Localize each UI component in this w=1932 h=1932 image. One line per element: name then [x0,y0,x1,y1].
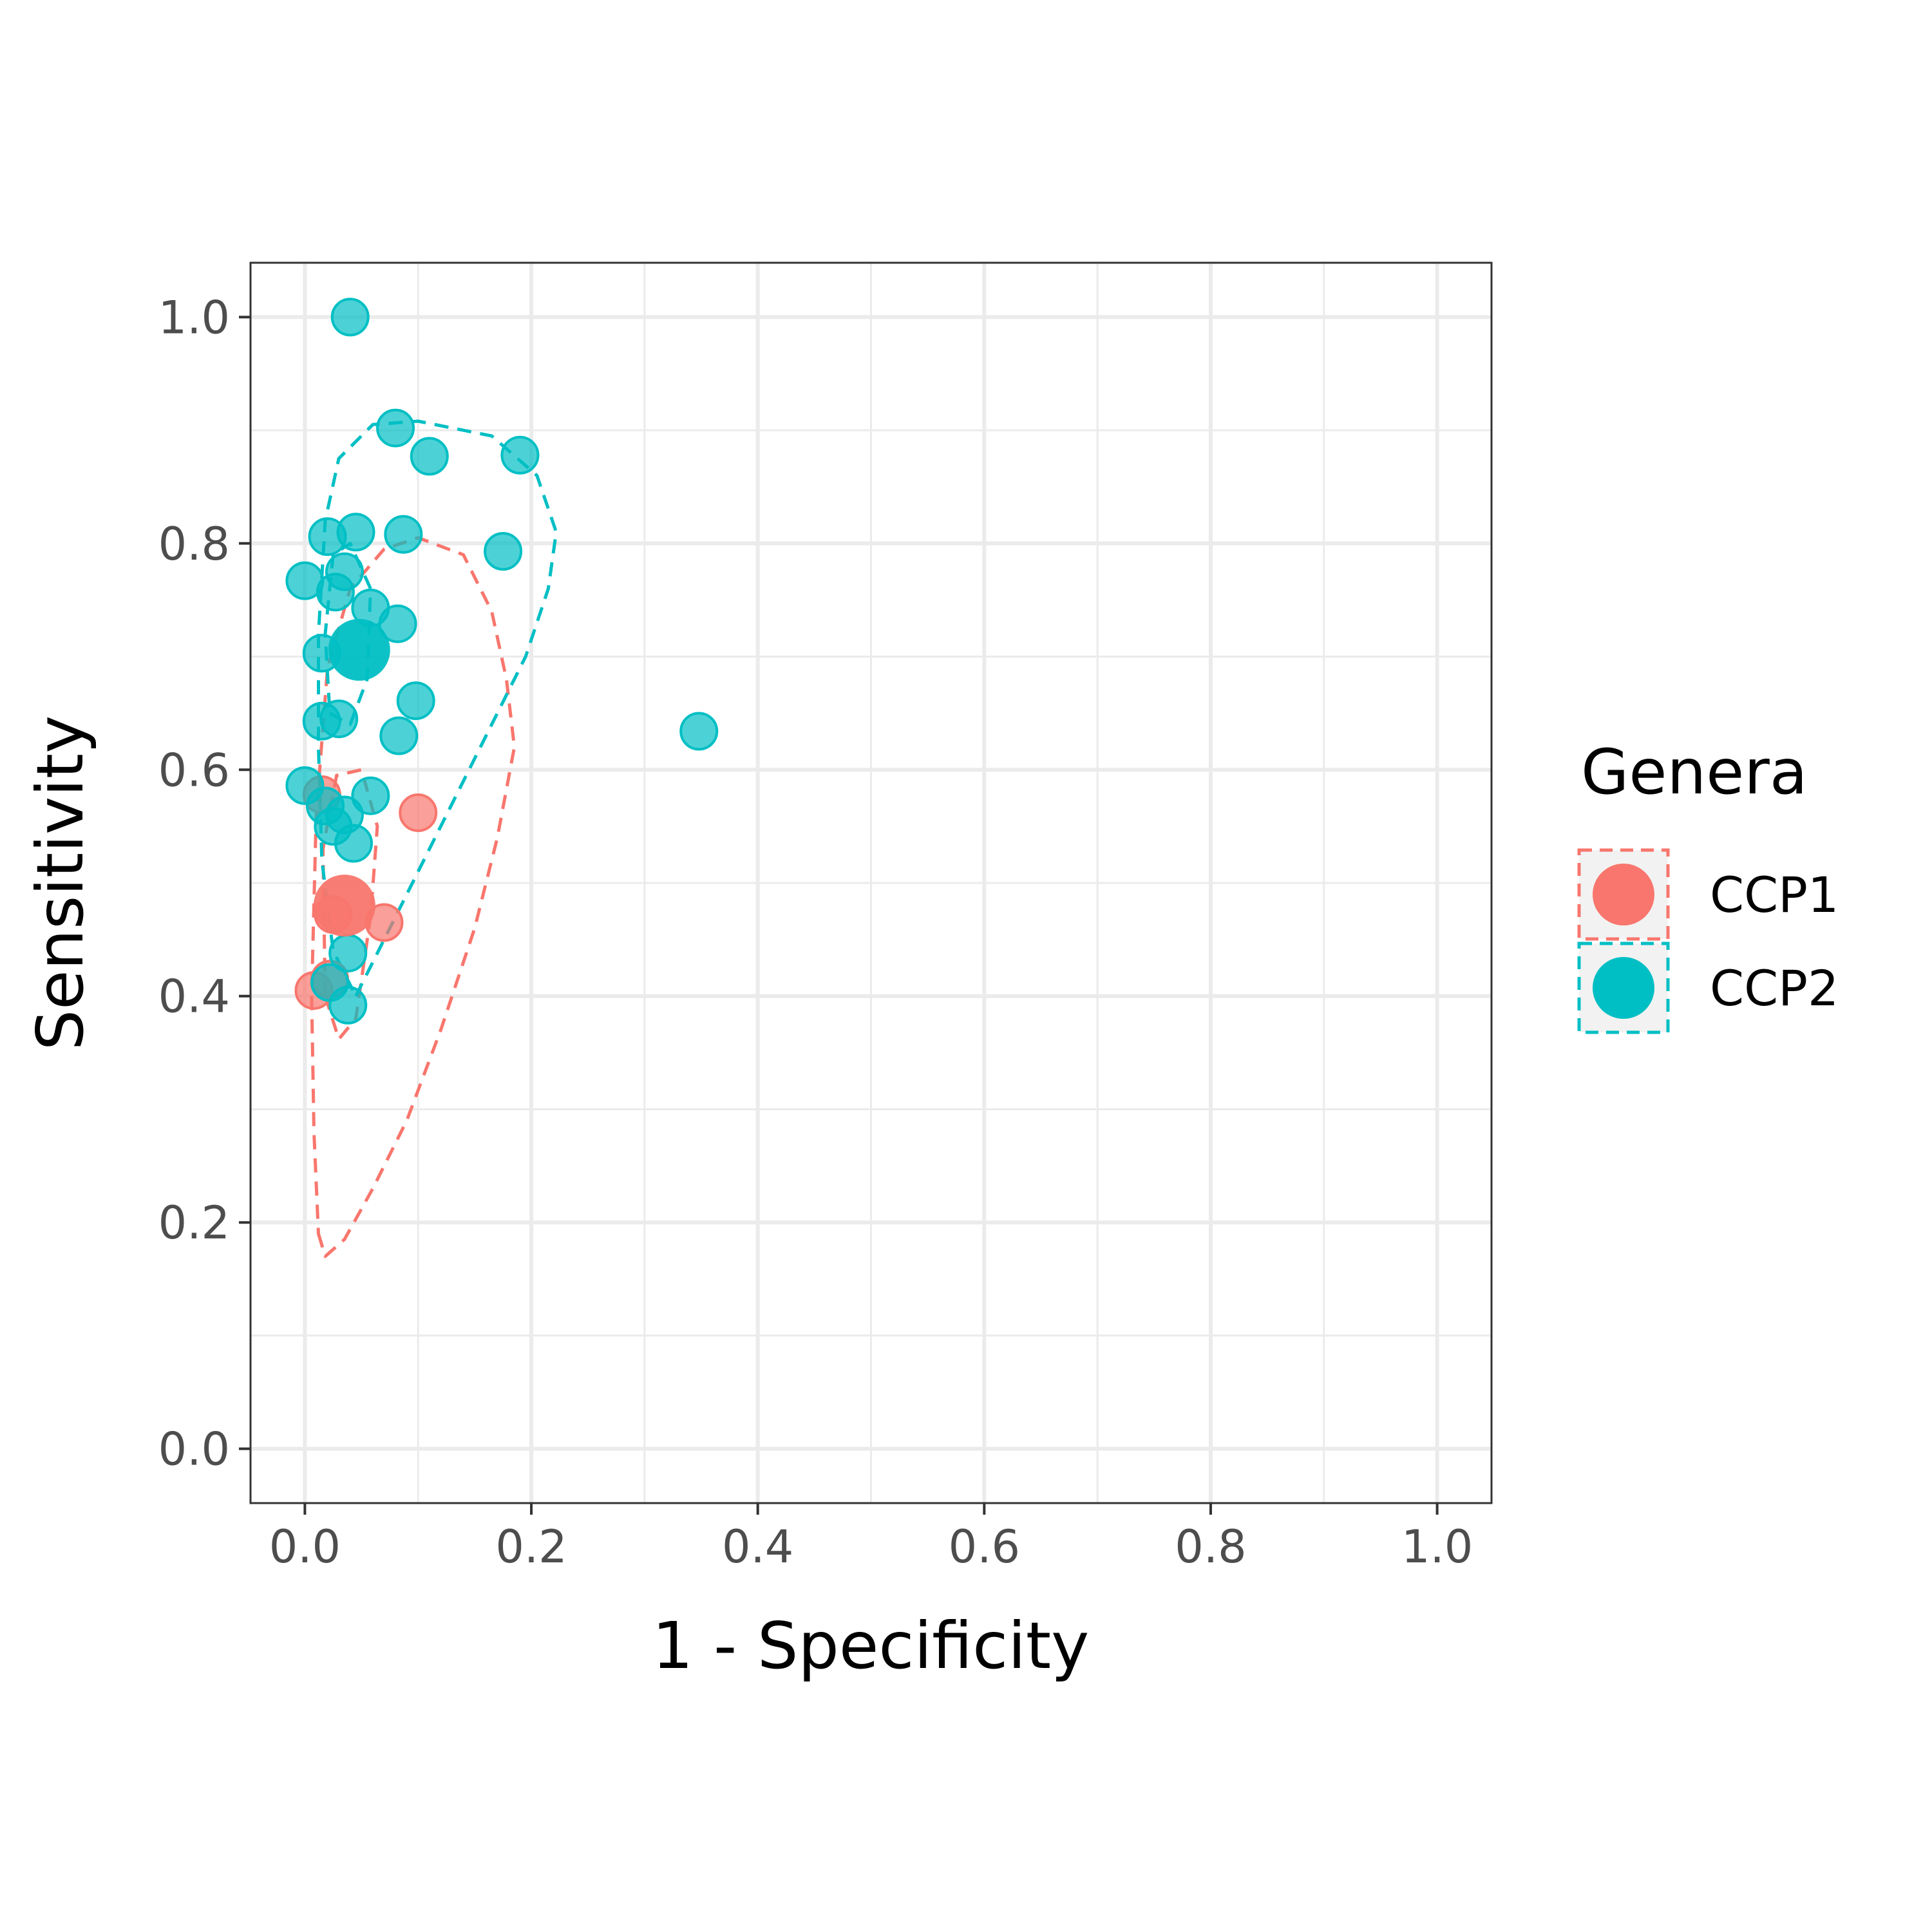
x-tick-label: 1.0 [1401,1520,1473,1573]
ccp2-point [316,573,355,612]
y-tick-label: 0.4 [158,971,230,1023]
y-tick-label: 0.0 [158,1423,230,1476]
legend-title: Genera [1581,736,1808,808]
x-tick-label: 0.0 [269,1520,341,1573]
ccp2-point [376,408,415,448]
y-tick-label: 0.2 [158,1197,230,1249]
ccp2-point [500,435,540,475]
ccp2-point [410,437,449,476]
x-axis-title: 1 - Specificity [652,1608,1090,1683]
ccp2-point [384,515,423,554]
legend: Genera CCP1 CCP2 [1577,736,1839,1034]
data-points [285,298,719,1025]
ccp2-point [378,604,417,643]
ccp2-summary-point [328,618,390,681]
x-tick-label: 0.8 [1175,1520,1246,1573]
y-tick-label: 1.0 [158,291,230,344]
ccp2-point [328,985,368,1025]
x-tick-label: 0.6 [949,1520,1020,1573]
legend-label-ccp2: CCP2 [1710,960,1839,1017]
ccp2-point [334,824,373,863]
legend-keys: CCP1 CCP2 [1577,848,1839,1034]
y-tick-label: 0.6 [158,744,230,797]
plot-panel-border [249,261,1493,1504]
ccp2-point [484,532,523,571]
axis-ticks: 0.0 0.2 0.4 0.6 0.8 1.0 0.0 0.2 0.4 0.6 0.8 1.0 [158,291,1473,1573]
ccp2-point [351,776,390,815]
ccp2-point [336,513,375,552]
ccp1-summary-point [313,875,375,937]
legend-key-dot-ccp2 [1593,957,1654,1019]
ccp2-point [679,712,719,751]
ccp2-point [379,716,419,755]
ccp2-point [319,699,359,739]
ccp2-point [330,298,370,337]
x-tick-label: 0.4 [722,1520,793,1573]
x-tick-label: 0.2 [495,1520,567,1573]
y-axis-title: Sensitivity [23,715,98,1051]
ccp2-point [396,681,435,721]
y-tick-label: 0.8 [158,518,230,571]
legend-label-ccp1: CCP1 [1710,866,1839,923]
legend-key-dot-ccp1 [1593,864,1654,925]
ccp1-point [399,793,438,833]
